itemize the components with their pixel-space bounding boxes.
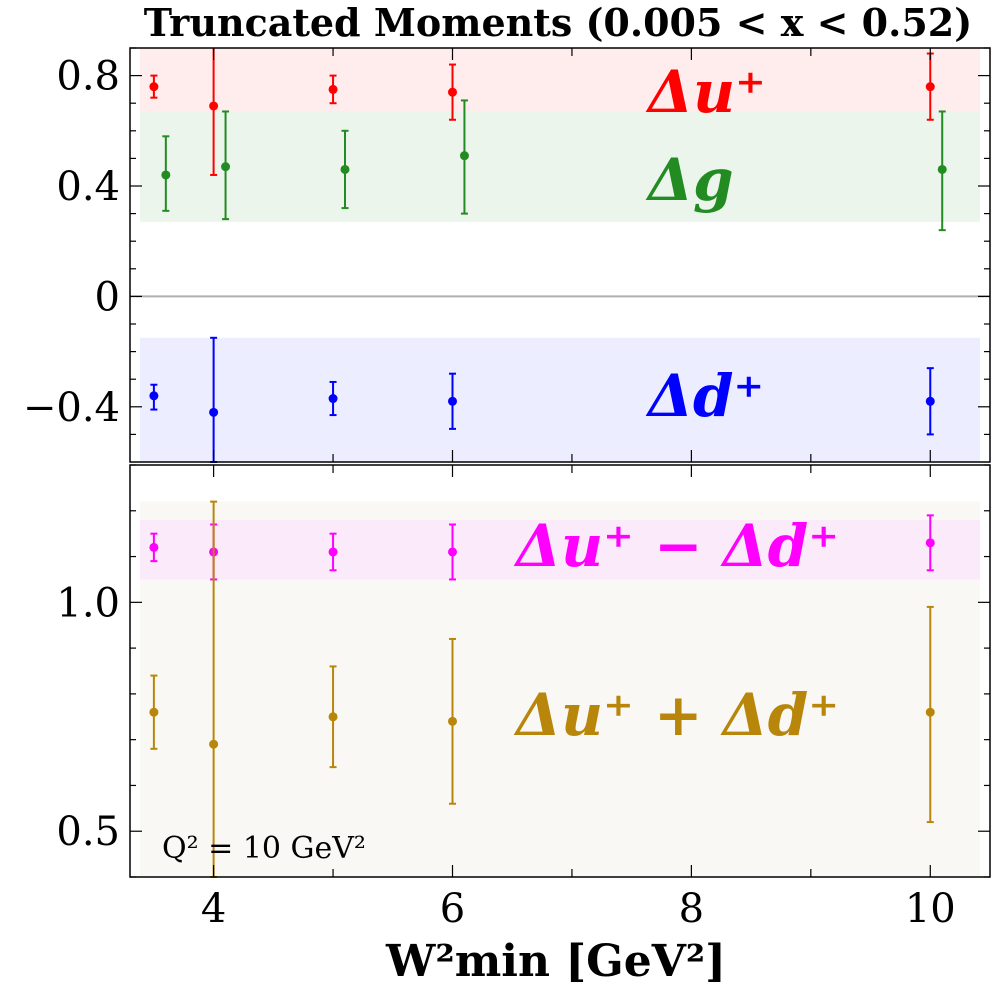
series-label-delta-d-plus: Δd⁺ xyxy=(645,362,764,430)
point-delta-dplus-0 xyxy=(149,391,159,401)
band-delta-uplus xyxy=(140,48,980,112)
top-panel-frame xyxy=(129,47,991,463)
point-delta-uplus-1 xyxy=(209,101,219,111)
point-delta-g-2 xyxy=(340,164,350,174)
point-delta-dplus-2 xyxy=(328,394,338,404)
point-delta-uplus-plus-delta-dplus-1 xyxy=(209,739,219,749)
band-delta-uplus-minus-delta-dplus xyxy=(140,519,980,580)
y-tick-label: −0.4 xyxy=(23,385,120,431)
q-squared-note: Q² = 10 GeV² xyxy=(162,831,366,866)
x-axis-label: W²min [GeV²] xyxy=(385,936,726,987)
y-tick-label: 0.4 xyxy=(56,164,120,210)
chart-title: Truncated Moments (0.005 < x < 0.52) xyxy=(144,0,972,45)
point-delta-uplus-0 xyxy=(149,82,159,92)
point-delta-uplus-plus-delta-dplus-4 xyxy=(925,707,935,717)
point-delta-uplus-plus-delta-dplus-3 xyxy=(448,716,457,726)
point-delta-g-4 xyxy=(937,164,947,174)
series-label-delta-g: Δg xyxy=(645,146,734,214)
top-panel: −0.4 0 0.4 0.8 Δu⁺ Δg Δd⁺ xyxy=(23,47,991,463)
y-tick-label: 0 xyxy=(95,274,120,320)
point-delta-uplus-plus-delta-dplus-0 xyxy=(149,707,159,717)
x-tick-label: 4 xyxy=(201,886,226,932)
point-delta-g-3 xyxy=(459,151,469,161)
band-delta-dplus xyxy=(140,337,980,462)
series-label-delta-u-plus: Δu⁺ xyxy=(645,58,766,126)
x-tick-label: 8 xyxy=(679,886,704,932)
point-delta-uplus-minus-delta-dplus-0 xyxy=(149,542,159,552)
x-tick-label: 6 xyxy=(440,886,465,932)
point-delta-dplus-3 xyxy=(448,396,457,406)
point-delta-uplus-3 xyxy=(448,87,457,97)
y-tick-label: 1.0 xyxy=(56,580,120,626)
point-delta-uplus-plus-delta-dplus-2 xyxy=(328,712,338,722)
band-delta-g xyxy=(140,111,980,222)
point-delta-g-0 xyxy=(161,170,171,180)
point-delta-uplus-4 xyxy=(925,82,935,92)
x-tick-label: 10 xyxy=(905,886,956,932)
bottom-panel-frame xyxy=(129,464,991,878)
point-delta-dplus-1 xyxy=(209,407,219,417)
y-tick-label: 0.5 xyxy=(56,809,120,855)
point-delta-uplus-minus-delta-dplus-3 xyxy=(448,547,457,557)
y-tick-label: 0.8 xyxy=(56,54,120,100)
point-delta-uplus-minus-delta-dplus-4 xyxy=(925,538,935,548)
series-label-u-minus-d: Δu⁺ − Δd⁺ xyxy=(513,512,839,580)
point-delta-dplus-4 xyxy=(925,396,935,406)
series-label-u-plus-d: Δu⁺ + Δd⁺ xyxy=(513,681,839,749)
point-delta-uplus-minus-delta-dplus-2 xyxy=(328,547,338,557)
point-delta-g-1 xyxy=(221,162,231,172)
point-delta-uplus-2 xyxy=(328,84,338,94)
x-axis-tick-labels: 4 6 8 10 xyxy=(201,886,956,932)
bottom-panel: 0.5 1.0 Δu⁺ − Δd⁺ Δu⁺ + Δd⁺ Q² = 10 GeV² xyxy=(56,464,991,878)
